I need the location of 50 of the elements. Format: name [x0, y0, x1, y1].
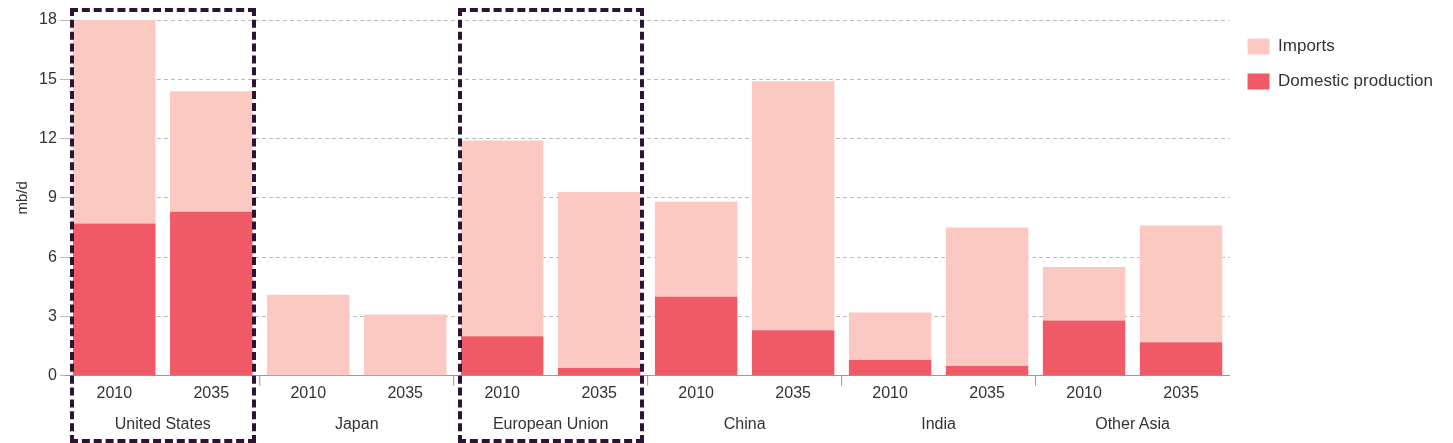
legend-label: Imports — [1278, 36, 1335, 56]
bar — [1042, 267, 1126, 321]
y-axis-title: mb/d — [13, 181, 31, 215]
bar — [364, 314, 447, 376]
bar — [751, 81, 835, 331]
x-tick-label: 2010 — [872, 383, 909, 401]
bar — [267, 294, 350, 376]
y-tick-label: 15 — [39, 69, 57, 87]
bar — [460, 336, 544, 376]
text: Other Asia — [1095, 415, 1171, 433]
x-tick-label: 2010 — [290, 383, 327, 401]
x-tick-label: 2035 — [775, 383, 812, 401]
bar — [1139, 342, 1223, 376]
x-tick-label: 2035 — [581, 383, 618, 401]
text: European Union — [492, 415, 609, 433]
legend-label: Domestic production — [1278, 71, 1434, 91]
bar — [1139, 225, 1223, 343]
text: Japan — [334, 415, 379, 433]
bar — [848, 359, 932, 376]
bar — [848, 312, 932, 360]
text: India — [921, 415, 957, 433]
bar — [751, 330, 835, 376]
text: China — [723, 415, 766, 433]
y-tick-label: 12 — [39, 129, 57, 147]
x-tick-label: 2035 — [1163, 383, 1199, 401]
y-tick-label: 6 — [47, 247, 57, 265]
x-tick-label: 2010 — [678, 383, 715, 401]
x-tick-label: 2010 — [96, 383, 133, 401]
x-tick-label: 2035 — [387, 383, 424, 401]
y-tick-label: 3 — [47, 306, 57, 324]
bar — [460, 140, 544, 337]
bar — [170, 91, 253, 212]
bar — [945, 227, 1029, 366]
bar — [557, 191, 641, 368]
bar — [73, 223, 156, 376]
bar — [557, 367, 641, 376]
x-tick-label: 2010 — [484, 383, 521, 401]
x-tick-label: 2010 — [1066, 383, 1102, 401]
x-tick-label: 2035 — [193, 383, 230, 401]
bar — [654, 296, 738, 376]
bar — [1042, 320, 1126, 376]
text: United States — [114, 415, 211, 433]
x-tick-label: 2035 — [969, 383, 1005, 401]
y-tick-label: 9 — [47, 188, 57, 206]
bar — [73, 20, 156, 224]
y-tick-label: 18 — [39, 10, 57, 28]
bar — [170, 211, 253, 376]
bar — [654, 201, 738, 297]
bar — [945, 365, 1029, 376]
y-tick-label: 0 — [47, 366, 57, 384]
